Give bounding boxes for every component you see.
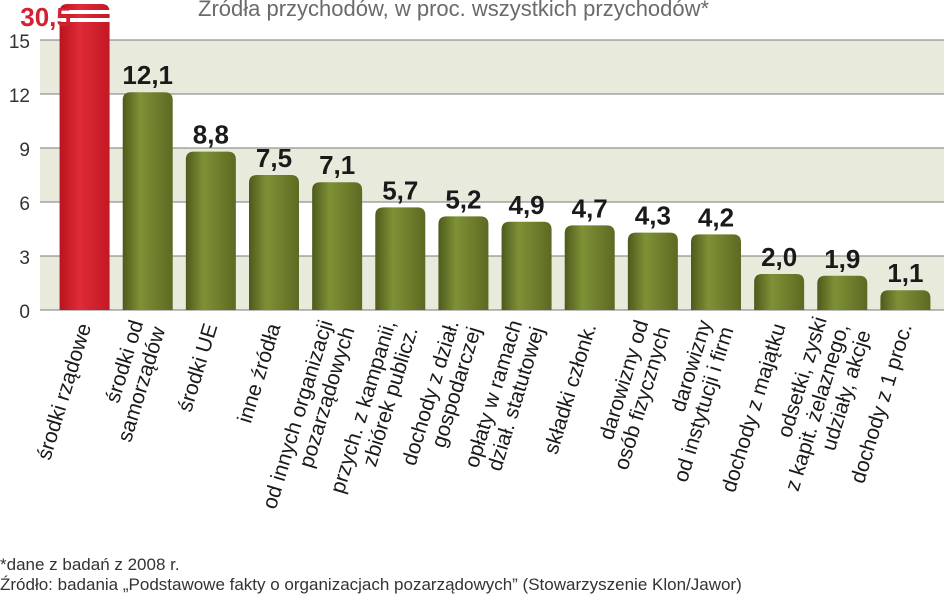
y-tick-label: 0 xyxy=(19,302,30,323)
source-note: Źródło: badania „Podstawowe fakty o orga… xyxy=(0,575,742,594)
category-label: inne źródła xyxy=(233,320,285,425)
y-tick-label: 3 xyxy=(19,248,30,269)
value-label: 7,1 xyxy=(319,150,355,180)
value-label: 1,1 xyxy=(887,258,923,288)
category-label: środki rządowe xyxy=(33,321,96,463)
category-label-line: składki członk. xyxy=(540,321,602,457)
grid-band xyxy=(40,148,944,202)
bar xyxy=(438,216,489,310)
y-tick-label: 6 xyxy=(19,194,30,215)
bar xyxy=(375,207,426,310)
bar xyxy=(249,175,299,310)
value-label: 4,2 xyxy=(698,202,734,232)
value-label: 12,1 xyxy=(122,60,173,90)
value-label: 7,5 xyxy=(256,143,292,173)
bar xyxy=(564,225,615,310)
chart-notes: *dane z badań z 2008 r. Źródło: badania … xyxy=(0,555,742,595)
y-tick-label: 15 xyxy=(9,32,30,53)
value-label: 4,7 xyxy=(572,193,608,223)
value-label: 1,9 xyxy=(824,244,860,274)
value-label: 5,7 xyxy=(382,175,418,205)
bar xyxy=(880,290,931,310)
bar xyxy=(501,221,552,310)
bar-break-mark xyxy=(57,18,112,22)
bar xyxy=(122,92,173,310)
chart-title: Źródła przychodów, w proc. wszystkich pr… xyxy=(198,0,710,21)
footnote: *dane z badań z 2008 r. xyxy=(0,555,180,574)
y-tick-label: 9 xyxy=(19,140,30,161)
bar xyxy=(691,234,741,310)
value-label: 2,0 xyxy=(761,242,797,272)
bar xyxy=(627,232,678,310)
value-label: 4,3 xyxy=(635,201,671,231)
grid-band xyxy=(40,40,944,94)
category-label: składki członk. xyxy=(540,321,602,457)
bar xyxy=(185,151,236,310)
category-label-line: inne źródła xyxy=(233,320,285,425)
bar xyxy=(817,275,868,310)
category-label-line: środki rządowe xyxy=(33,321,96,463)
bar xyxy=(754,274,805,310)
value-label: 5,2 xyxy=(445,184,481,214)
bar xyxy=(59,4,110,310)
category-label: środki UE xyxy=(174,321,223,415)
value-label: 4,9 xyxy=(508,190,544,220)
bar-break-mark xyxy=(57,10,112,14)
category-label-line: środki UE xyxy=(174,321,223,415)
grid-band xyxy=(40,256,944,310)
y-tick-label: 12 xyxy=(9,86,30,107)
value-label: 30,5 xyxy=(20,2,71,32)
bar xyxy=(312,182,363,310)
value-label: 8,8 xyxy=(193,120,229,150)
